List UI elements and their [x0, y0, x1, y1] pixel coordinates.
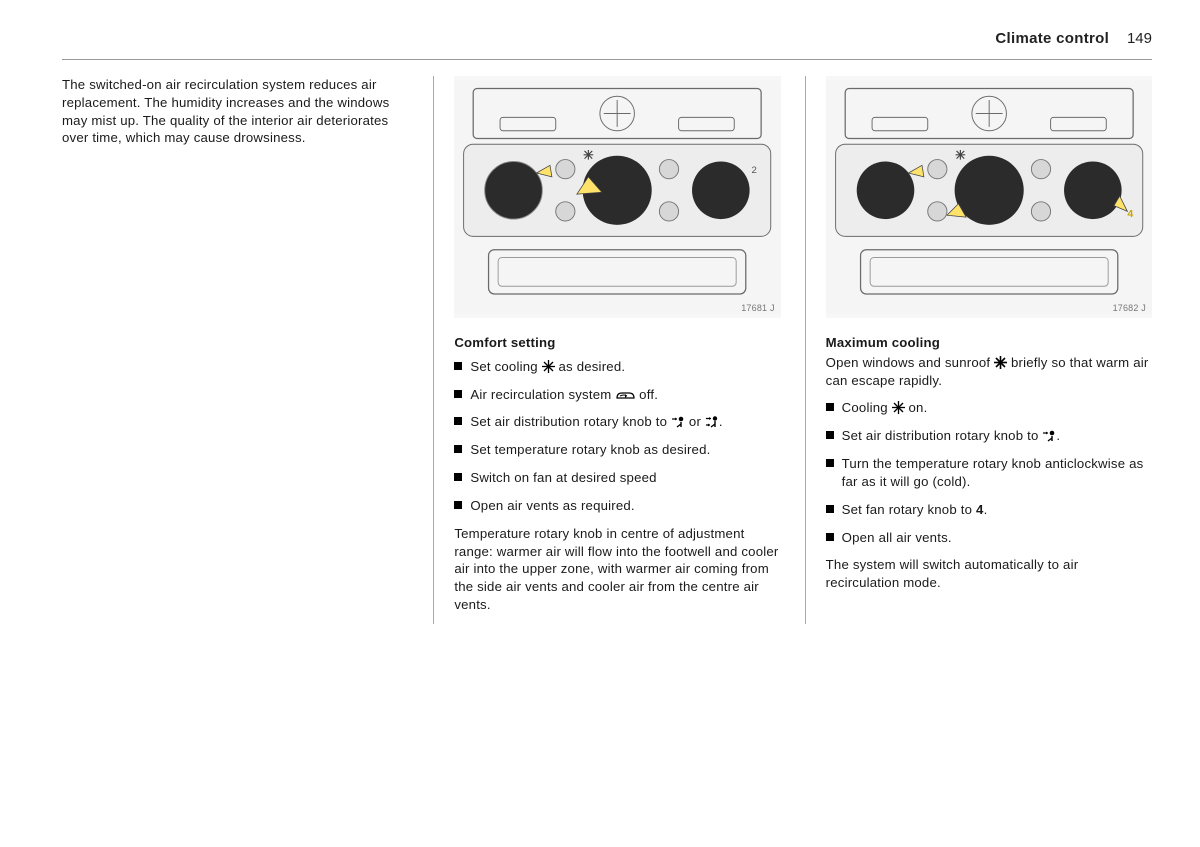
snowflake-icon — [542, 360, 555, 373]
column-right: 4 17682 J Maximum cooling Open windows a… — [805, 76, 1152, 624]
text: . — [984, 502, 988, 517]
snowflake-bold-icon — [994, 356, 1007, 369]
bullet-fan-4: Set fan rotary knob to 4. — [826, 501, 1152, 519]
text: . — [719, 414, 723, 429]
maxcool-autorecirc: The system will switch automatically to … — [826, 556, 1152, 592]
text: Set air distribution rotary knob to — [842, 428, 1043, 443]
comfort-note: Temperature rotary knob in centre of adj… — [454, 525, 780, 614]
figure-id-1: 17681 J — [741, 302, 774, 314]
climate-panel-illustration-1: 2 — [454, 76, 780, 318]
text: Set fan rotary knob to — [842, 502, 976, 517]
recirc-warning-text: The switched-on air recirculation system… — [62, 76, 409, 147]
header-pagenum: 149 — [1127, 30, 1152, 47]
bullet-recirc-off: Air recirculation system off. — [454, 386, 780, 404]
column-middle: 2 17681 J Comfort setting Set cooling as… — [433, 76, 780, 624]
bullet-temp-desired: Set temperature rotary knob as desired. — [454, 441, 780, 459]
comfort-bullets: Set cooling as desired. Air recirculatio… — [454, 358, 780, 515]
text: Open windows and sunroof — [826, 355, 994, 370]
text: Air recirculation system — [470, 387, 615, 402]
text: Cooling — [842, 400, 892, 415]
bullet-air-dist-face: Set air distribution rotary knob to . — [826, 427, 1152, 445]
bullet-air-dist: Set air distribution rotary knob to or . — [454, 413, 780, 431]
airflow-face-icon — [1042, 429, 1056, 442]
maxcool-heading: Maximum cooling — [826, 334, 1152, 352]
text: or — [685, 414, 705, 429]
snowflake-icon — [892, 401, 905, 414]
comfort-heading: Comfort setting — [454, 334, 780, 352]
content-columns: The switched-on air recirculation system… — [62, 76, 1152, 624]
text: off. — [635, 387, 658, 402]
fan-speed-value: 4 — [976, 502, 984, 517]
airflow-face-icon — [671, 415, 685, 428]
svg-text:2: 2 — [752, 165, 758, 176]
bullet-cooling-desired: Set cooling as desired. — [454, 358, 780, 376]
figure-max-cooling: 4 17682 J — [826, 76, 1152, 318]
text: Set air distribution rotary knob to — [470, 414, 671, 429]
svg-text:4: 4 — [1127, 208, 1133, 220]
bullet-temp-cold: Turn the temperature rotary knob anticlo… — [826, 455, 1152, 491]
figure-id-2: 17682 J — [1113, 302, 1146, 314]
text: on. — [905, 400, 928, 415]
maxcool-bullets: Cooling on. Set air distribution rotary … — [826, 399, 1152, 546]
column-left: The switched-on air recirculation system… — [62, 76, 409, 624]
manual-page: Climate control 149 The switched-on air … — [0, 0, 1200, 654]
figure-comfort-setting: 2 17681 J — [454, 76, 780, 318]
text: Set cooling — [470, 359, 541, 374]
recirculation-icon — [615, 390, 635, 401]
text: as desired. — [555, 359, 626, 374]
bullet-open-vents: Open air vents as required. — [454, 497, 780, 515]
page-header: Climate control 149 — [62, 30, 1152, 60]
climate-panel-illustration-2: 4 — [826, 76, 1152, 318]
bullet-fan-speed: Switch on fan at desired speed — [454, 469, 780, 487]
bullet-open-all-vents: Open all air vents. — [826, 529, 1152, 547]
header-title: Climate control — [995, 30, 1109, 47]
text: . — [1056, 428, 1060, 443]
bullet-cooling-on: Cooling on. — [826, 399, 1152, 417]
maxcool-intro: Open windows and sunroof briefly so that… — [826, 354, 1152, 390]
airflow-face-feet-icon — [705, 415, 719, 428]
